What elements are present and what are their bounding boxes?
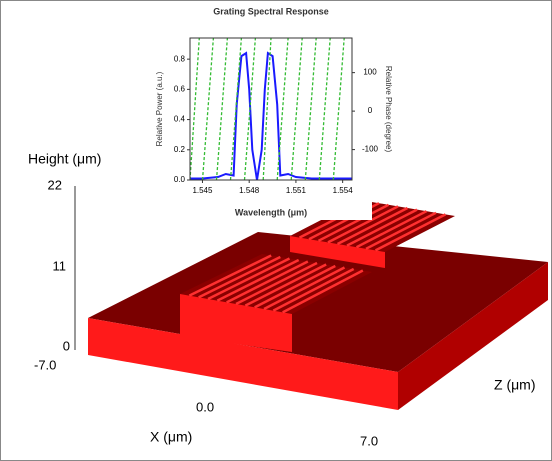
y-tick-label: 0.6 bbox=[174, 84, 186, 93]
chart-title: Grating Spectral Response bbox=[213, 6, 329, 16]
x-tick-label: 1.551 bbox=[286, 186, 307, 195]
x-tick-label: 1.545 bbox=[192, 186, 213, 195]
height-tick-label: 22 bbox=[48, 177, 62, 192]
stripe bbox=[282, 269, 364, 314]
y-axis-label: Relative Power (a.u.) bbox=[155, 71, 164, 146]
stripe bbox=[216, 258, 300, 302]
x-tick-label: 1.554 bbox=[333, 186, 354, 195]
height-tick-label: 0 bbox=[63, 338, 70, 353]
series-line bbox=[190, 38, 345, 180]
x-tick-label: 7.0 bbox=[360, 433, 378, 448]
y-tick-label: 0.4 bbox=[174, 115, 186, 124]
plot-frame bbox=[189, 37, 353, 181]
y-tick-label: 0.0 bbox=[174, 175, 186, 184]
y-tick-label: 0.2 bbox=[174, 145, 186, 154]
stripe bbox=[272, 267, 355, 312]
x-axis-label: Wavelength (μm) bbox=[235, 207, 307, 217]
stripe bbox=[226, 260, 309, 304]
y2-tick-label: 100 bbox=[363, 68, 377, 77]
stripe bbox=[235, 261, 318, 306]
x-tick-label: -7.0 bbox=[34, 357, 56, 372]
stripe bbox=[327, 205, 399, 244]
back-grating-front bbox=[290, 236, 385, 268]
base-front bbox=[88, 318, 398, 410]
stripe bbox=[244, 263, 327, 307]
stripe bbox=[346, 208, 418, 247]
stripe bbox=[336, 206, 409, 246]
x-tick-label: 0.0 bbox=[196, 399, 214, 414]
inset-chart: Grating Spectral Response Wavelength (μm… bbox=[150, 2, 393, 220]
stripe bbox=[254, 264, 336, 309]
base-side bbox=[398, 262, 548, 410]
stripe bbox=[207, 257, 291, 301]
slab bbox=[88, 200, 548, 410]
y-tick-label: 0.8 bbox=[174, 54, 186, 63]
height-tick-label: 11 bbox=[53, 258, 67, 273]
grating-stripes bbox=[188, 200, 447, 314]
stripe bbox=[263, 266, 346, 311]
y2-tick-label: 0 bbox=[368, 106, 373, 115]
stripe bbox=[365, 211, 437, 250]
stripe bbox=[355, 210, 428, 249]
x-tick-label: 1.548 bbox=[239, 186, 260, 195]
y2-tick-label: -100 bbox=[362, 145, 379, 154]
stripe bbox=[188, 254, 272, 297]
z-axis-label: Z (μm) bbox=[494, 377, 536, 393]
stripe bbox=[198, 255, 281, 299]
front-grating-front bbox=[180, 294, 292, 352]
stripe bbox=[374, 213, 447, 252]
y2-axis-label: Relative Phase (degree) bbox=[384, 66, 393, 153]
x-axis-label: X (μm) bbox=[150, 429, 192, 445]
height-label: Height (μm) bbox=[28, 151, 101, 167]
stripe bbox=[317, 203, 390, 242]
